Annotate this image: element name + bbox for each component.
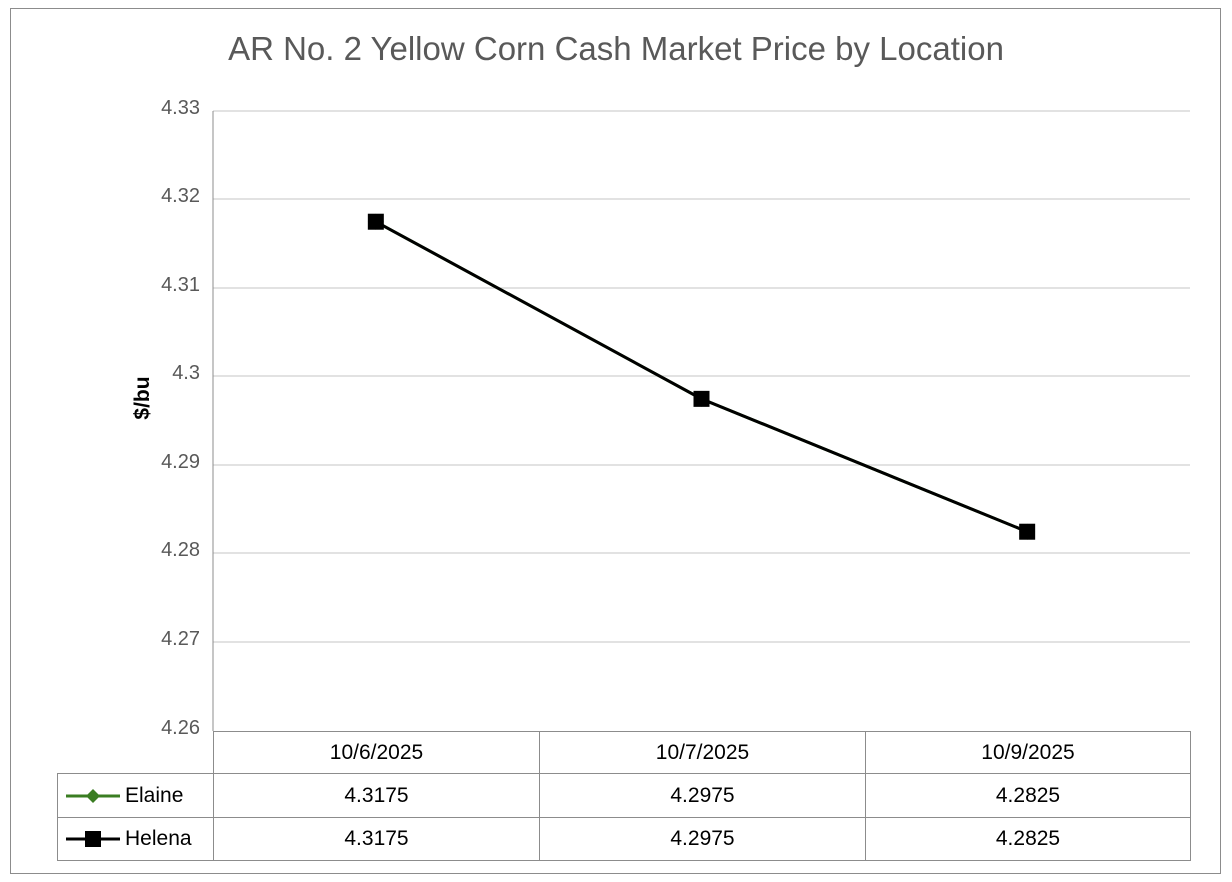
y-tick-label: 4.29 bbox=[161, 451, 200, 473]
data-point-marker bbox=[693, 390, 710, 407]
y-tick-label: 4.28 bbox=[161, 539, 200, 561]
gridlines bbox=[213, 110, 1190, 643]
table-header-cell: 10/9/2025 bbox=[865, 731, 1191, 774]
data-point-marker bbox=[1019, 523, 1036, 540]
table-header-cell: 10/7/2025 bbox=[539, 731, 866, 774]
legend-entry-helena: Helena bbox=[57, 817, 214, 861]
y-tick-label: 4.27 bbox=[161, 628, 200, 650]
table-cell: 4.2975 bbox=[539, 773, 866, 818]
legend-label: Elaine bbox=[125, 783, 184, 807]
y-tick-label: 4.3 bbox=[172, 362, 200, 384]
data-point-marker bbox=[367, 213, 384, 230]
table-cell: 4.2825 bbox=[865, 817, 1191, 861]
legend-label: Helena bbox=[125, 827, 192, 850]
table-cell: 4.2825 bbox=[865, 773, 1191, 818]
series-layer bbox=[367, 213, 1036, 540]
chart-title: AR No. 2 Yellow Corn Cash Market Price b… bbox=[228, 30, 1004, 67]
y-tick-label: 4.26 bbox=[161, 717, 200, 739]
y-tick-label: 4.32 bbox=[161, 185, 200, 207]
legend-entry-elaine: Elaine bbox=[57, 773, 214, 818]
table-header-cell: 10/6/2025 bbox=[213, 731, 540, 774]
y-tick-label: 4.33 bbox=[161, 97, 200, 119]
diamond-marker-icon bbox=[66, 788, 120, 803]
y-tick-label: 4.31 bbox=[161, 274, 200, 296]
chart-frame bbox=[10, 8, 1221, 874]
table-cell: 4.3175 bbox=[213, 773, 540, 818]
table-cell: 4.3175 bbox=[213, 817, 540, 861]
square-marker-icon bbox=[66, 831, 120, 847]
table-cell: 4.2975 bbox=[539, 817, 866, 861]
